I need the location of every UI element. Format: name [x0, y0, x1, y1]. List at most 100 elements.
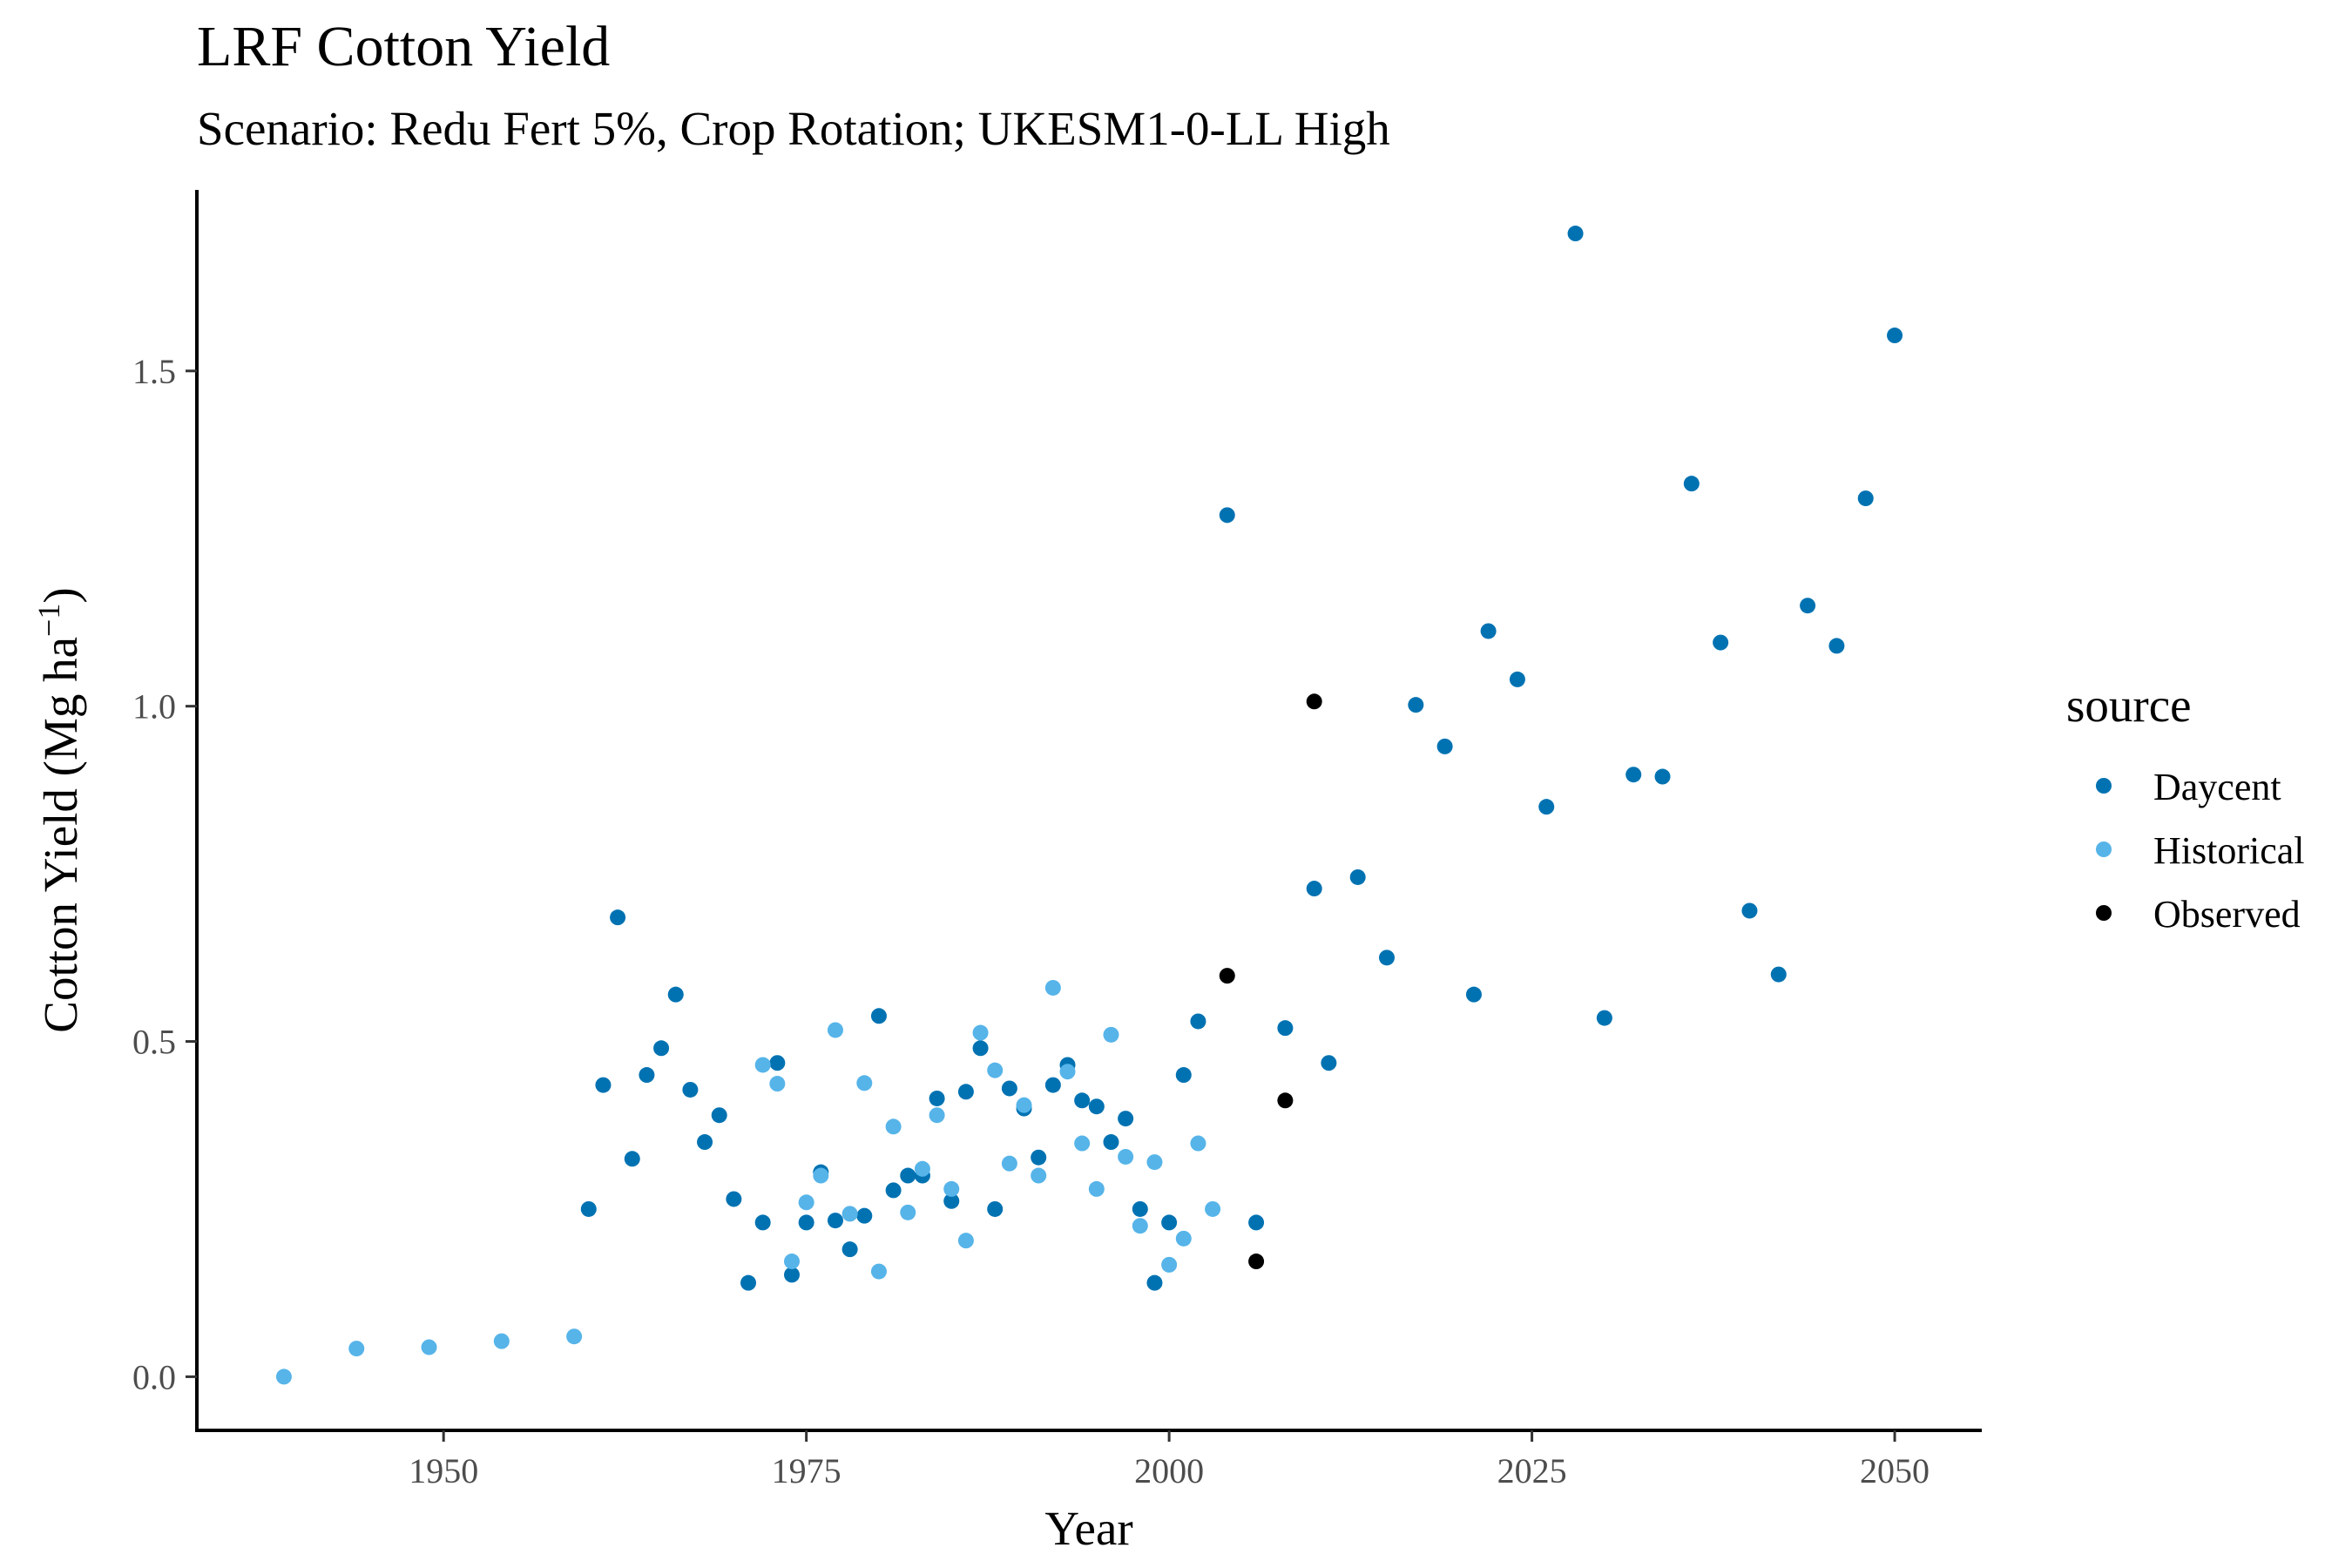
daycent-point — [957, 1084, 974, 1100]
daycent-point — [1654, 768, 1671, 785]
daycent-point — [697, 1134, 713, 1151]
historical-point — [275, 1369, 292, 1385]
y-tick-label: 1.5 — [132, 352, 176, 391]
daycent-point — [1146, 1274, 1163, 1291]
x-tick-label: 2000 — [1134, 1451, 1204, 1490]
daycent-point — [1190, 1013, 1206, 1030]
historical-point — [1016, 1097, 1032, 1113]
observed-point — [1219, 968, 1235, 984]
daycent-point — [841, 1241, 858, 1258]
x-tick-label: 1950 — [409, 1451, 478, 1490]
historical-point — [870, 1263, 887, 1280]
daycent-point — [1713, 634, 1729, 651]
y-axis-title-close: ) — [34, 587, 87, 603]
legend: source Daycent Historical Observed — [2066, 679, 2305, 936]
historical-point — [1059, 1064, 1076, 1080]
observed-point — [1306, 693, 1322, 710]
daycent-point — [653, 1040, 670, 1057]
daycent-point — [711, 1107, 727, 1124]
daycent-point — [667, 986, 684, 1003]
daycent-point — [827, 1213, 843, 1229]
daycent-point — [1118, 1111, 1134, 1127]
daycent-point — [1480, 623, 1497, 639]
daycent-point — [1509, 671, 1525, 687]
historical-point — [914, 1160, 930, 1177]
daycent-point — [798, 1214, 814, 1231]
historical-point — [798, 1194, 814, 1211]
daycent-point — [1161, 1214, 1178, 1231]
daycent-point — [1857, 490, 1874, 507]
y-axis-title: Cotton Yield (Mg ha−1) — [31, 587, 87, 1032]
historical-point — [1031, 1167, 1047, 1184]
historical-point — [1088, 1180, 1105, 1197]
historical-point — [957, 1233, 974, 1249]
daycent-point — [769, 1055, 786, 1071]
axes — [195, 190, 1982, 1432]
y-tick-label: 0.0 — [132, 1357, 176, 1396]
y-axis-title-main: Cotton Yield (Mg ha — [34, 637, 87, 1033]
daycent-point — [1379, 950, 1395, 966]
daycent-point — [580, 1200, 597, 1217]
legend-key-observed — [2096, 905, 2112, 921]
legend-key-historical — [2096, 841, 2112, 857]
x-tick-label: 1975 — [772, 1451, 841, 1490]
daycent-point — [1408, 697, 1424, 713]
historical-point — [754, 1057, 771, 1073]
legend-key-daycent — [2096, 778, 2112, 794]
historical-point — [813, 1167, 829, 1184]
daycent-point — [1001, 1080, 1017, 1097]
daycent-point — [639, 1067, 655, 1084]
historical-point — [769, 1076, 786, 1092]
daycent-point — [1248, 1214, 1265, 1231]
y-tick-label: 1.0 — [132, 687, 176, 727]
daycent-point — [1321, 1055, 1337, 1071]
daycent-point — [1538, 799, 1555, 815]
historical-point — [1190, 1135, 1206, 1152]
daycent-point — [610, 909, 626, 926]
daycent-point — [1074, 1092, 1091, 1109]
daycent-point — [1596, 1010, 1612, 1026]
historical-point — [1103, 1026, 1119, 1043]
daycent-point — [740, 1274, 757, 1291]
daycent-point — [1770, 966, 1787, 983]
historical-point — [348, 1341, 365, 1357]
daycent-point — [784, 1267, 800, 1283]
historical-point — [943, 1180, 960, 1197]
y-axis-title-superscript: −1 — [31, 604, 66, 637]
daycent-point — [1567, 226, 1584, 242]
legend-label-observed: Observed — [2153, 893, 2301, 936]
historical-point — [987, 1062, 1004, 1078]
historical-point — [1001, 1155, 1017, 1172]
historical-point — [1175, 1230, 1192, 1247]
historical-point — [493, 1333, 510, 1349]
historical-point — [1205, 1200, 1221, 1217]
daycent-point — [595, 1077, 612, 1093]
daycent-point — [1175, 1067, 1192, 1084]
daycent-point — [1044, 1077, 1061, 1093]
daycent-point — [900, 1167, 916, 1184]
daycent-point — [1132, 1200, 1148, 1217]
y-tick-label: 0.5 — [132, 1023, 176, 1062]
daycent-point — [870, 1008, 887, 1024]
legend-label-historical: Historical — [2153, 829, 2305, 872]
historical-point — [856, 1075, 873, 1092]
x-axis-ticks: 1950 1975 2000 2025 2050 — [409, 1430, 1930, 1490]
x-tick-label: 2050 — [1860, 1451, 1930, 1490]
daycent-point — [856, 1207, 873, 1224]
daycent-point — [1436, 738, 1453, 754]
legend-items: Daycent Historical Observed — [2096, 766, 2305, 936]
historical-point — [827, 1022, 843, 1038]
legend-title: source — [2066, 679, 2192, 732]
daycent-point — [754, 1214, 771, 1231]
chart-title: LRF Cotton Yield — [197, 15, 611, 78]
historical-point — [421, 1339, 437, 1355]
daycent-point — [1828, 638, 1845, 654]
chart-subtitle: Scenario: Redu Fert 5%, Crop Rotation; U… — [197, 102, 1390, 155]
daycent-point — [929, 1090, 945, 1106]
historical-point — [1044, 979, 1061, 996]
daycent-point — [1349, 868, 1366, 885]
daycent-point — [1277, 1020, 1294, 1037]
observed-point — [1277, 1092, 1294, 1109]
historical-point — [784, 1254, 800, 1270]
